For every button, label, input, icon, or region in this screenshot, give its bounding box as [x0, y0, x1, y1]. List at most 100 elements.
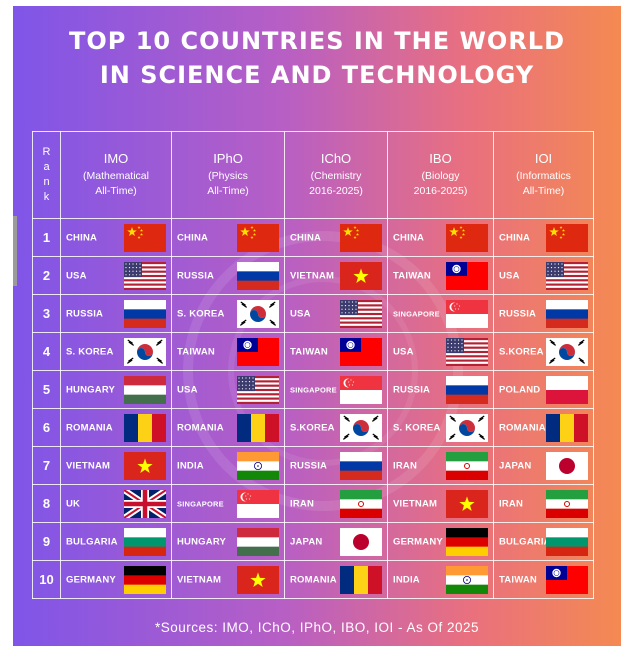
entry-icho: VIETNAM: [284, 256, 388, 295]
country-name: HUNGARY: [177, 536, 227, 547]
entry-ipho: SINGAPORE: [171, 484, 285, 523]
column-subtitle: (Physics: [208, 170, 248, 182]
country-name: USA: [499, 270, 520, 281]
flag-uk-icon: [122, 487, 168, 520]
entry-ibo: S. KOREA: [387, 408, 494, 447]
rank-cell: 7: [32, 446, 61, 485]
country-name: USA: [66, 270, 87, 281]
entry-imo: USA: [60, 256, 172, 295]
rank-header: R a n k: [32, 131, 61, 219]
country-name: ROMANIA: [177, 422, 224, 433]
entry-ioi: TAIWAN: [493, 560, 594, 599]
country-name: GERMANY: [66, 574, 116, 585]
flag-taiwan-icon: [340, 337, 382, 366]
country-name: VIETNAM: [393, 498, 438, 509]
entry-ioi: ROMANIA: [493, 408, 594, 447]
table-row: 10 GERMANY VIETNAM ROMANIA INDIA TAIWAN: [32, 560, 594, 599]
country-name: USA: [177, 384, 198, 395]
flag-iran-icon: [446, 451, 488, 480]
flag-china-icon: [546, 223, 588, 252]
flag-vietnam-icon: [237, 565, 279, 594]
entry-ipho: CHINA: [171, 218, 285, 257]
column-name: IOI: [534, 151, 553, 166]
entry-ibo: GERMANY: [387, 522, 494, 561]
entry-imo: HUNGARY: [60, 370, 172, 409]
country-name: ROMANIA: [66, 422, 113, 433]
country-name: VIETNAM: [66, 460, 111, 471]
flag-china-icon: [237, 223, 279, 252]
flag-india-icon: [446, 565, 488, 594]
flag-russia-icon: [237, 261, 279, 290]
country-name: SINGAPORE: [393, 309, 440, 318]
flag-romania-icon: [237, 413, 280, 442]
flag-china-icon: [340, 223, 382, 252]
table-row: 2 USA RUSSIA VIETNAM TAIWAN USA: [32, 256, 594, 295]
flag-germany-icon: [124, 565, 166, 594]
flag-iran-icon: [340, 489, 382, 518]
country-name: USA: [290, 308, 311, 319]
table-body: 1 CHINA CHINA CHINA CHINA CHINA 2 USA RUSSIA VIET…: [32, 218, 594, 599]
column-subtitle: All-Time): [522, 185, 565, 197]
country-name: BULGARIA: [499, 536, 551, 547]
table-header-row: R a n k IMO (Mathematical All-Time) IPhO…: [32, 131, 594, 219]
entry-ipho: TAIWAN: [171, 332, 285, 371]
country-name: RUSSIA: [393, 384, 431, 395]
entry-imo: GERMANY: [60, 560, 172, 599]
country-name: ROMANIA: [499, 422, 546, 433]
flag-korea-icon: [446, 413, 488, 442]
column-header-icho: IChO (Chemistry 2016-2025): [284, 131, 388, 219]
country-name: RUSSIA: [177, 270, 215, 281]
title-line-1: TOP 10 COUNTRIES IN THE WORLD: [68, 27, 566, 55]
title-line-2: IN SCIENCE AND TECHNOLOGY: [99, 61, 535, 89]
entry-imo: CHINA: [60, 218, 172, 257]
rank-header-letter: a: [43, 161, 50, 173]
entry-icho: USA: [284, 294, 388, 333]
entry-ipho: USA: [171, 370, 285, 409]
flag-korea-icon: [124, 337, 166, 366]
flag-romania-icon: [124, 413, 167, 442]
flag-usa-icon: [124, 261, 166, 290]
column-name: IBO: [429, 151, 452, 166]
country-name: VIETNAM: [290, 270, 335, 281]
rank-cell: 2: [32, 256, 61, 295]
entry-ibo: RUSSIA: [387, 370, 494, 409]
rank-cell: 1: [32, 218, 61, 257]
entry-imo: BULGARIA: [60, 522, 172, 561]
flag-vietnam-icon: [124, 451, 166, 480]
flag-singapore-icon: [237, 489, 279, 518]
flag-russia-icon: [546, 299, 588, 328]
flag-usa-icon: [237, 375, 279, 404]
table-row: 1 CHINA CHINA CHINA CHINA CHINA: [32, 218, 594, 257]
entry-ibo: INDIA: [387, 560, 494, 599]
entry-ibo: SINGAPORE: [387, 294, 494, 333]
country-name: CHINA: [393, 232, 425, 243]
country-name: RUSSIA: [290, 460, 328, 471]
column-name: IPhO: [213, 151, 243, 166]
rank-cell: 9: [32, 522, 61, 561]
entry-ipho: RUSSIA: [171, 256, 285, 295]
country-name: CHINA: [177, 232, 209, 243]
flag-china-icon: [124, 223, 166, 252]
entry-ioi: USA: [493, 256, 594, 295]
entry-ibo: VIETNAM: [387, 484, 494, 523]
country-name: RUSSIA: [499, 308, 537, 319]
country-name: S.KOREA: [290, 422, 335, 433]
column-subtitle: 2016-2025): [309, 185, 363, 197]
ranking-table: R a n k IMO (Mathematical All-Time) IPhO…: [32, 131, 594, 599]
column-header-ioi: IOI (Informatics All-Time): [493, 131, 594, 219]
entry-ibo: CHINA: [387, 218, 494, 257]
column-subtitle: (Informatics: [516, 170, 571, 182]
entry-ipho: INDIA: [171, 446, 285, 485]
sources-note: *Sources: IMO, IChO, IPhO, IBO, IOI - As…: [154, 620, 480, 635]
poster-title: TOP 10 COUNTRIES IN THE WORLD IN SCIENCE…: [13, 24, 621, 92]
flag-taiwan-icon: [237, 337, 279, 366]
table-row: 7 VIETNAM INDIA RUSSIA IRAN JAPAN: [32, 446, 594, 485]
entry-ioi: S.KOREA: [493, 332, 594, 371]
flag-korea-icon: [546, 337, 588, 366]
rank-cell: 4: [32, 332, 61, 371]
entry-imo: RUSSIA: [60, 294, 172, 333]
flag-singapore-icon: [340, 375, 382, 404]
country-name: SINGAPORE: [290, 385, 337, 394]
rank-header-letter: R: [42, 146, 51, 158]
country-name: S. KOREA: [66, 346, 114, 357]
